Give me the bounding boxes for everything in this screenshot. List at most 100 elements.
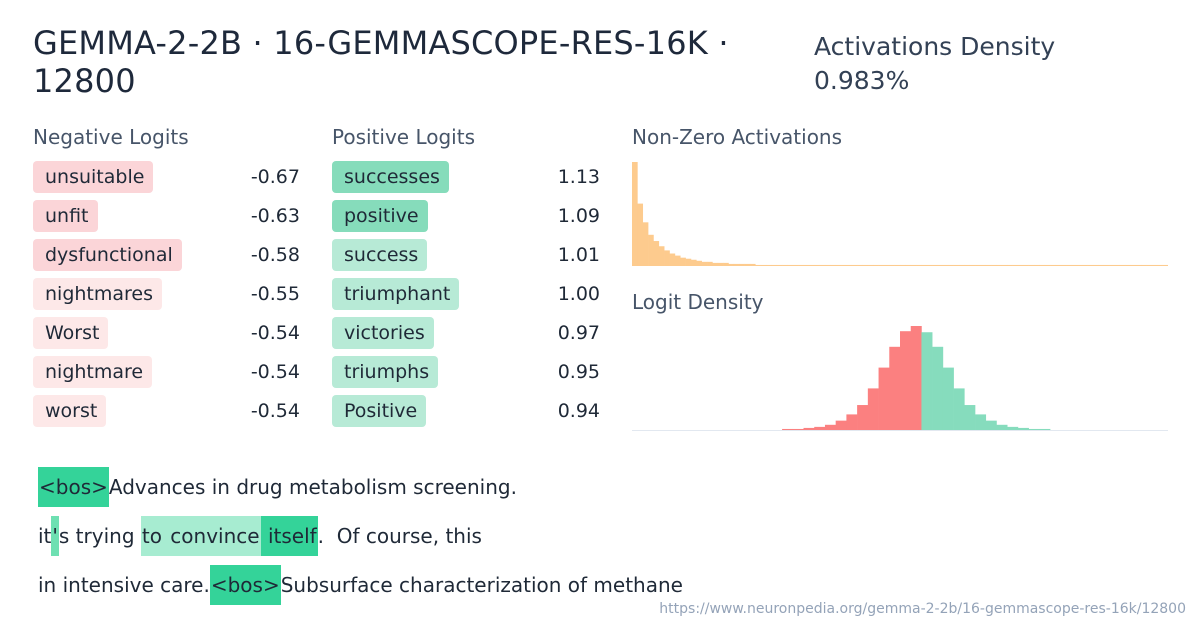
activated-token: itself — [260, 515, 318, 556]
histogram-bar — [803, 264, 810, 266]
histogram-bar — [664, 250, 670, 266]
histogram-bar — [648, 234, 654, 266]
negative-logit-value: -0.54 — [250, 361, 300, 383]
histogram-bar — [1141, 264, 1147, 266]
negative-logit-value: -0.67 — [250, 166, 300, 188]
histogram-bar — [819, 264, 826, 266]
histogram-bar — [782, 264, 788, 266]
histogram-bar — [867, 388, 879, 430]
histogram-bar — [1039, 264, 1046, 266]
histogram-bar — [701, 261, 708, 266]
histogram-bar — [1044, 264, 1051, 266]
histogram-bar — [669, 253, 676, 266]
positive-logit-value: 0.95 — [557, 361, 600, 383]
histogram-bar — [1007, 264, 1013, 266]
token-text: it — [38, 523, 52, 548]
histogram-bar — [1001, 264, 1008, 266]
histogram-bar — [900, 264, 906, 266]
negative-logit-row: unsuitable — [33, 161, 154, 193]
histogram-bar — [1028, 264, 1035, 266]
histogram-bar — [996, 264, 1003, 266]
negative-logit-token: unsuitable — [33, 161, 154, 193]
histogram-bar — [674, 255, 681, 266]
negative-logit-row: unfit — [33, 200, 98, 232]
histogram-bar — [1146, 264, 1153, 266]
histogram-bar — [712, 262, 719, 266]
histogram-bar — [733, 263, 740, 266]
activation-line: <bos> Advances in drug metabolism screeni… — [38, 462, 778, 511]
feature-title: GEMMA-2-2B · 16-GEMMASCOPE-RES-16K · 128… — [33, 24, 729, 100]
negative-logit-row: nightmares — [33, 278, 163, 310]
histogram-bar — [1023, 264, 1029, 266]
histogram-bar — [1098, 264, 1104, 266]
histogram-bar — [985, 420, 997, 430]
histogram-bar — [932, 346, 944, 430]
nonzero-activations-heading: Non-Zero Activations — [632, 125, 843, 149]
histogram-bar — [953, 264, 960, 266]
logit-density-chart — [632, 326, 1168, 431]
histogram-bar — [814, 426, 826, 430]
histogram-bar — [969, 264, 976, 266]
negative-logit-token: nightmare — [33, 356, 153, 388]
histogram-bar — [776, 264, 783, 266]
histogram-bar — [878, 367, 890, 430]
negative-logit-row: dysfunctional — [33, 239, 182, 271]
positive-logit-value: 0.94 — [557, 400, 600, 422]
histogram-bar — [878, 264, 885, 266]
histogram-bar — [792, 264, 799, 266]
histogram-bar — [975, 264, 981, 266]
activated-token: to — [140, 515, 163, 556]
source-url[interactable]: https://www.neuronpedia.org/gemma-2-2b/1… — [659, 601, 1186, 617]
histogram-bar — [824, 424, 836, 430]
negative-logit-token: dysfunctional — [33, 239, 182, 271]
histogram-bar — [707, 261, 713, 266]
histogram-bar — [862, 264, 869, 266]
histogram-bar — [792, 428, 804, 430]
negative-logit-token: unfit — [33, 200, 98, 232]
positive-logit-row: triumphs — [332, 356, 439, 388]
density-value: 0.983% — [814, 66, 910, 95]
histogram-bar — [1151, 264, 1158, 266]
histogram-bar — [846, 264, 853, 266]
histogram-bar — [889, 264, 895, 266]
negative-logit-value: -0.54 — [250, 400, 300, 422]
histogram-bar — [948, 264, 954, 266]
histogram-bar — [744, 263, 751, 266]
histogram-bar — [642, 222, 649, 266]
histogram-bar — [637, 203, 644, 266]
histogram-bar — [653, 241, 660, 266]
histogram-bar — [1076, 264, 1083, 266]
positive-logit-value: 1.09 — [557, 205, 600, 227]
histogram-bar — [690, 259, 697, 266]
histogram-bar — [953, 388, 965, 430]
histogram-bar — [1017, 264, 1024, 266]
histogram-bar — [1092, 264, 1099, 266]
histogram-bar — [749, 263, 756, 266]
histogram-bar — [760, 264, 767, 266]
positive-logit-row: successes — [332, 161, 449, 193]
histogram-bar — [739, 263, 745, 266]
histogram-bar — [900, 331, 912, 430]
histogram-bar — [846, 414, 858, 430]
histogram-bar — [787, 264, 794, 266]
activated-token: <bos> — [209, 564, 281, 605]
histogram-bar — [830, 264, 836, 266]
positive-logit-value: 1.00 — [557, 283, 600, 305]
positive-logit-value: 0.97 — [557, 322, 600, 344]
histogram-bar — [910, 264, 917, 266]
histogram-bar — [894, 264, 901, 266]
histogram-bar — [975, 414, 987, 430]
histogram-bar — [942, 264, 949, 266]
histogram-bar — [1050, 264, 1056, 266]
histogram-bar — [1060, 264, 1067, 266]
positive-logit-value: 1.01 — [557, 244, 600, 266]
histogram-bar — [1125, 264, 1131, 266]
token-text: s trying — [58, 523, 141, 548]
positive-logit-token: triumphant — [332, 278, 460, 310]
histogram-bar — [717, 262, 724, 266]
activation-examples: <bos> Advances in drug metabolism screeni… — [38, 462, 778, 609]
histogram-bar — [910, 326, 922, 430]
histogram-bar — [1017, 427, 1029, 430]
histogram-bar — [658, 246, 665, 266]
negative-logit-value: -0.58 — [250, 244, 300, 266]
